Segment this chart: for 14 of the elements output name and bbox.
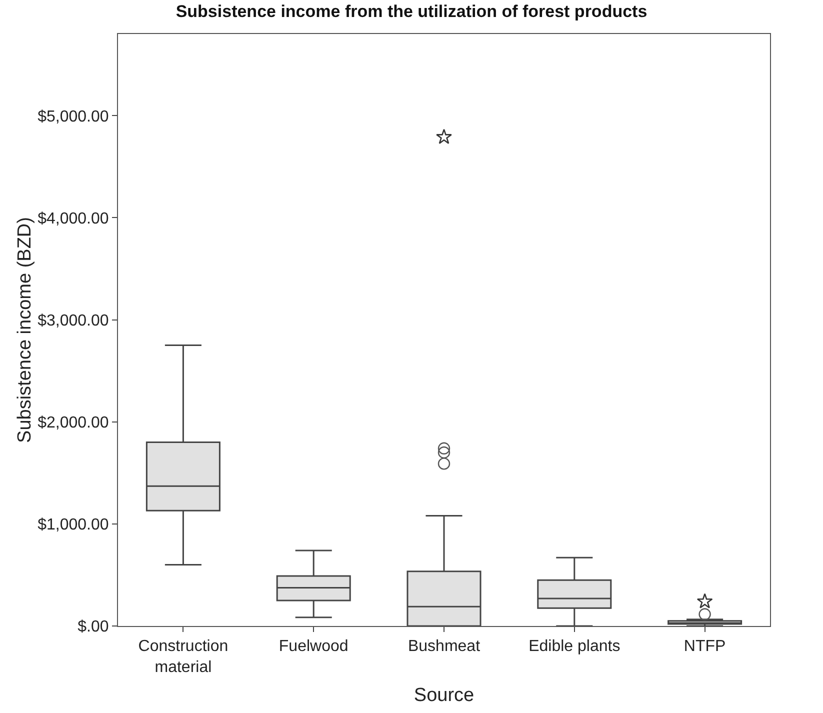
chart-title: Subsistence income from the utilization of forest products: [176, 2, 648, 21]
y-tick-label: $.00: [78, 618, 109, 636]
y-tick-label: $1,000.00: [38, 516, 109, 534]
y-axis-title: Subsistence income (BZD): [14, 217, 36, 443]
x-tick-label: Fuelwood: [278, 638, 348, 656]
x-tick-label: Construction material: [138, 638, 228, 676]
x-tick-label: NTFP: [684, 638, 726, 656]
y-tick-label: $2,000.00: [38, 414, 109, 432]
y-tick-label: $4,000.00: [38, 210, 109, 228]
x-axis-title: Source: [414, 684, 474, 706]
y-tick-label: $5,000.00: [38, 108, 109, 126]
x-tick-label: Bushmeat: [408, 638, 481, 656]
x-tick-label: Edible plants: [528, 638, 620, 656]
y-tick-label: $3,000.00: [38, 312, 109, 330]
